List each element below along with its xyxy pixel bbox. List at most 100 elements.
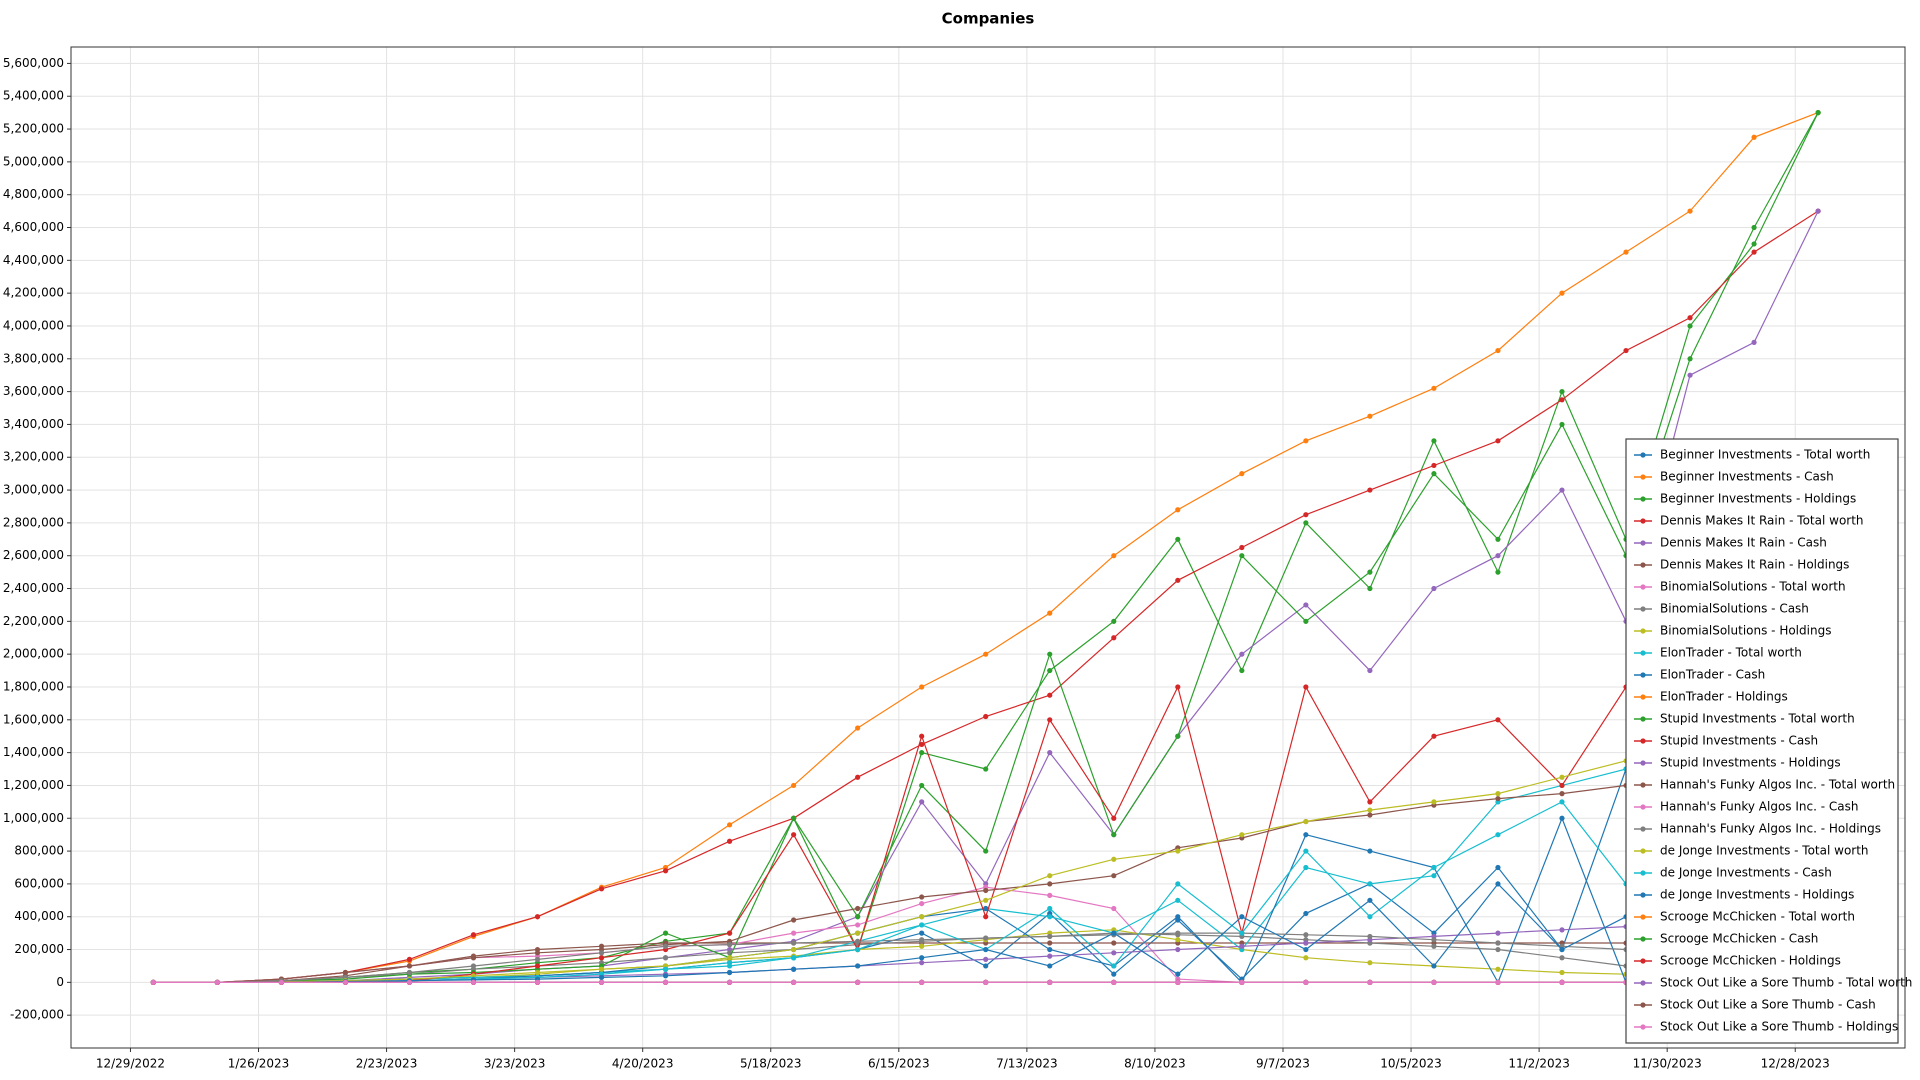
y-tick-label: 2,400,000	[3, 581, 64, 595]
data-point	[1559, 799, 1565, 805]
data-point	[855, 914, 861, 920]
y-tick-label: 1,800,000	[3, 679, 64, 693]
data-point	[1367, 585, 1373, 592]
data-point	[1303, 940, 1309, 946]
data-point	[1175, 507, 1181, 513]
y-tick-label: 1,400,000	[3, 745, 64, 759]
y-tick-label: 800,000	[14, 844, 64, 858]
y-tick-label: 1,600,000	[3, 712, 64, 726]
legend: Beginner Investments - Total worth Beginn…	[1625, 438, 1912, 1044]
data-point	[1047, 881, 1053, 887]
data-point	[1303, 910, 1309, 917]
data-point	[1047, 946, 1053, 953]
legend-label: Beginner Investments - Holdings	[1660, 492, 1856, 506]
data-point	[791, 955, 797, 961]
data-point	[1623, 249, 1629, 255]
data-point	[1111, 950, 1117, 956]
data-point	[983, 887, 989, 894]
data-point	[1495, 347, 1501, 354]
legend-label: ElonTrader - Total worth	[1660, 646, 1802, 660]
data-point	[1175, 536, 1181, 542]
data-point	[983, 963, 989, 969]
legend-marker	[1640, 848, 1646, 854]
data-point	[983, 713, 989, 720]
data-point	[791, 979, 797, 985]
data-point	[1495, 881, 1501, 887]
legend-marker	[1640, 540, 1646, 546]
data-point	[662, 979, 669, 985]
legend-marker	[1640, 782, 1646, 788]
data-point	[1239, 667, 1245, 674]
data-point	[1111, 971, 1117, 977]
legend-label: Scrooge McChicken - Holdings	[1660, 954, 1841, 968]
data-point	[662, 943, 669, 949]
data-point	[919, 733, 925, 739]
data-point	[1495, 966, 1501, 972]
data-point	[1047, 750, 1053, 756]
data-point	[1239, 914, 1245, 920]
y-tick-label: 2,000,000	[3, 647, 64, 661]
data-point	[726, 979, 733, 985]
data-point	[1047, 963, 1053, 969]
data-point	[598, 950, 605, 956]
data-point	[919, 741, 925, 748]
data-point	[1495, 940, 1501, 946]
data-point	[1175, 684, 1181, 690]
y-tick-label: 4,800,000	[3, 187, 64, 201]
data-point	[1367, 799, 1373, 805]
legend-marker	[1640, 738, 1646, 744]
data-point	[1047, 717, 1053, 723]
data-point	[1367, 487, 1373, 493]
legend-marker	[1640, 584, 1646, 590]
legend-marker	[1640, 958, 1646, 964]
data-point	[662, 955, 669, 961]
data-point	[919, 900, 925, 907]
data-point	[1495, 717, 1501, 723]
legend-marker	[1640, 562, 1646, 568]
legend-label: Stupid Investments - Holdings	[1660, 756, 1841, 770]
axes: -200,000 0 200,000 400,000 600,000 800,000 1,0…	[3, 56, 1830, 1071]
data-point	[919, 894, 925, 900]
data-point	[1495, 536, 1501, 542]
data-point	[1239, 471, 1245, 477]
data-point	[726, 930, 733, 936]
data-point	[983, 766, 989, 772]
data-point	[1111, 940, 1117, 946]
data-point	[534, 969, 541, 976]
data-point	[791, 782, 797, 789]
legend-label: Beginner Investments - Cash	[1660, 470, 1834, 484]
data-point	[150, 979, 156, 985]
legend-marker	[1640, 1002, 1646, 1008]
data-point	[1495, 795, 1501, 802]
x-tick-label: 8/10/2023	[1124, 1057, 1186, 1071]
data-point	[214, 979, 220, 985]
data-point	[1367, 897, 1373, 903]
legend-marker	[1640, 716, 1646, 722]
y-tick-label: 5,200,000	[3, 122, 64, 136]
data-point	[1303, 438, 1309, 444]
data-point	[1559, 969, 1565, 976]
data-point	[919, 782, 925, 789]
data-point	[791, 832, 797, 838]
series-line	[153, 210, 1819, 983]
data-point	[919, 955, 925, 961]
data-point	[791, 940, 797, 946]
legend-label: Stupid Investments - Cash	[1660, 734, 1818, 748]
data-point	[1175, 914, 1181, 920]
data-point	[342, 969, 349, 976]
legend-marker	[1640, 980, 1646, 986]
data-point	[1303, 512, 1309, 518]
y-tick-label: 4,000,000	[3, 318, 64, 332]
data-point	[1623, 347, 1629, 354]
data-point	[1175, 848, 1181, 854]
data-point	[1367, 667, 1373, 674]
x-tick-label: 2/23/2023	[356, 1057, 418, 1071]
plot-frame	[70, 46, 1906, 1049]
data-point	[534, 950, 541, 956]
legend-label: Stock Out Like a Sore Thumb - Holdings	[1660, 1020, 1898, 1034]
y-tick-label: 5,600,000	[3, 56, 64, 70]
data-point	[1239, 651, 1245, 657]
data-point	[1239, 979, 1245, 985]
data-point	[1431, 585, 1437, 592]
